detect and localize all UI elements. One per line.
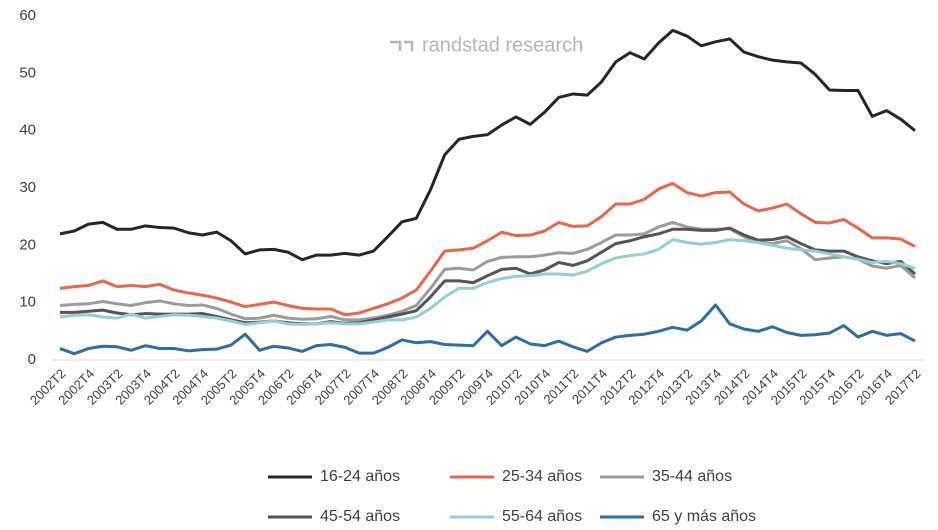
legend-label: 65 y más años [652, 508, 756, 525]
legend-item: 45-54 años [268, 508, 400, 525]
legend-item: 16-24 años [268, 468, 400, 485]
series-line [59, 238, 916, 326]
y-tick-label: 50 [19, 64, 36, 81]
legend-label: 45-54 años [320, 508, 400, 525]
legend-item: 65 y más años [600, 508, 756, 525]
legend-item: 25-34 años [450, 468, 582, 485]
series-line [59, 220, 916, 322]
legend-item: 55-64 años [450, 508, 582, 525]
y-tick-label: 40 [19, 122, 36, 139]
logo [390, 40, 414, 51]
watermark: randstad research [390, 34, 583, 56]
series-line [59, 181, 916, 317]
legend-label: 55-64 años [502, 508, 582, 525]
y-tick-label: 30 [19, 179, 36, 196]
y-tick-label: 0 [28, 351, 36, 368]
legend-label: 25-34 años [502, 468, 582, 485]
legend-label: 35-44 años [652, 468, 732, 485]
legend-label: 16-24 años [320, 468, 400, 485]
legend-item: 35-44 años [600, 468, 732, 485]
y-tick-label: 10 [19, 294, 36, 311]
annotation: randstad research [422, 34, 583, 56]
y-tick-label: 60 [19, 7, 36, 24]
series-line [60, 226, 916, 326]
y-tick-label: 20 [19, 236, 36, 253]
series-line [59, 28, 916, 262]
series-line [59, 303, 916, 356]
